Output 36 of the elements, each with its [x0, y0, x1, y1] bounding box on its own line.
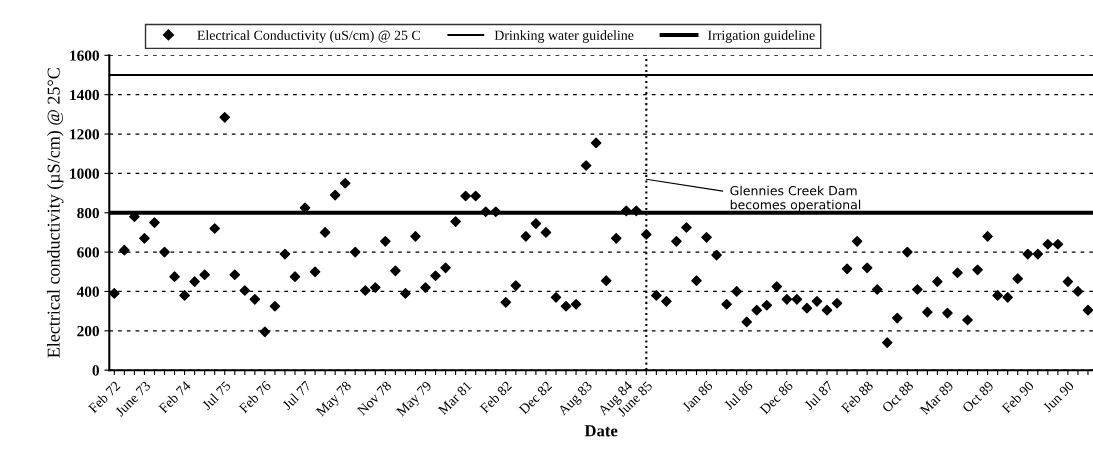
x-tick-label: May 78	[315, 380, 354, 419]
x-tick-label: Jan 86	[681, 380, 714, 412]
y-tick-label: 1200	[70, 129, 99, 140]
y-tick-label: 800	[77, 207, 99, 219]
x-tick-label: Feb 82	[479, 380, 513, 414]
y-tick-label: 0	[92, 365, 99, 376]
x-tick-label: Nov 78	[356, 380, 392, 416]
x-axis-title: Date	[584, 425, 618, 437]
y-axis-title: Electrical conductivity (µS/cm) @ 25°C	[47, 68, 64, 358]
x-tick-label: Feb 74	[157, 380, 192, 414]
x-tick-label: Mar 81	[437, 380, 472, 416]
y-tick-label: 1000	[70, 168, 99, 179]
x-tick-label: Jul 87	[803, 380, 834, 411]
x-tick-label: Feb 76	[238, 380, 272, 414]
y-tick-label: 400	[76, 286, 99, 297]
x-tick-label: Aug 83	[557, 380, 595, 418]
x-tick-label: Dec 82	[518, 380, 553, 415]
annotation: Glennies Creek Dam becomes operational	[730, 185, 861, 212]
y-tick-label: 1400	[70, 89, 99, 101]
x-tick-label: Jul 77	[281, 380, 312, 411]
x-tick-label: Oct 89	[961, 380, 995, 413]
x-tick-label: Jun 90	[1042, 380, 1075, 413]
x-tick-label: Feb 88	[840, 380, 874, 414]
x-tick-label: May 79	[395, 380, 434, 419]
x-tick-label: Oct 88	[881, 380, 914, 413]
legend-label: Electrical Conductivity (uS/cm) @ 25 C	[197, 30, 420, 43]
x-tick-label: Dec 86	[759, 380, 794, 415]
y-tick-label: 600	[77, 247, 99, 258]
legend-label: Irrigation guideline	[708, 30, 815, 43]
legend-label: Drinking water guideline	[494, 30, 634, 43]
x-tick-label: Mar 89	[919, 380, 954, 416]
x-tick-label: Feb 90	[1001, 380, 1035, 414]
x-tick-label: Jul 86	[723, 380, 754, 411]
y-tick-label: 1600	[70, 50, 99, 61]
y-tick-label: 200	[77, 325, 99, 337]
x-tick-label: Jul 75	[201, 380, 232, 411]
